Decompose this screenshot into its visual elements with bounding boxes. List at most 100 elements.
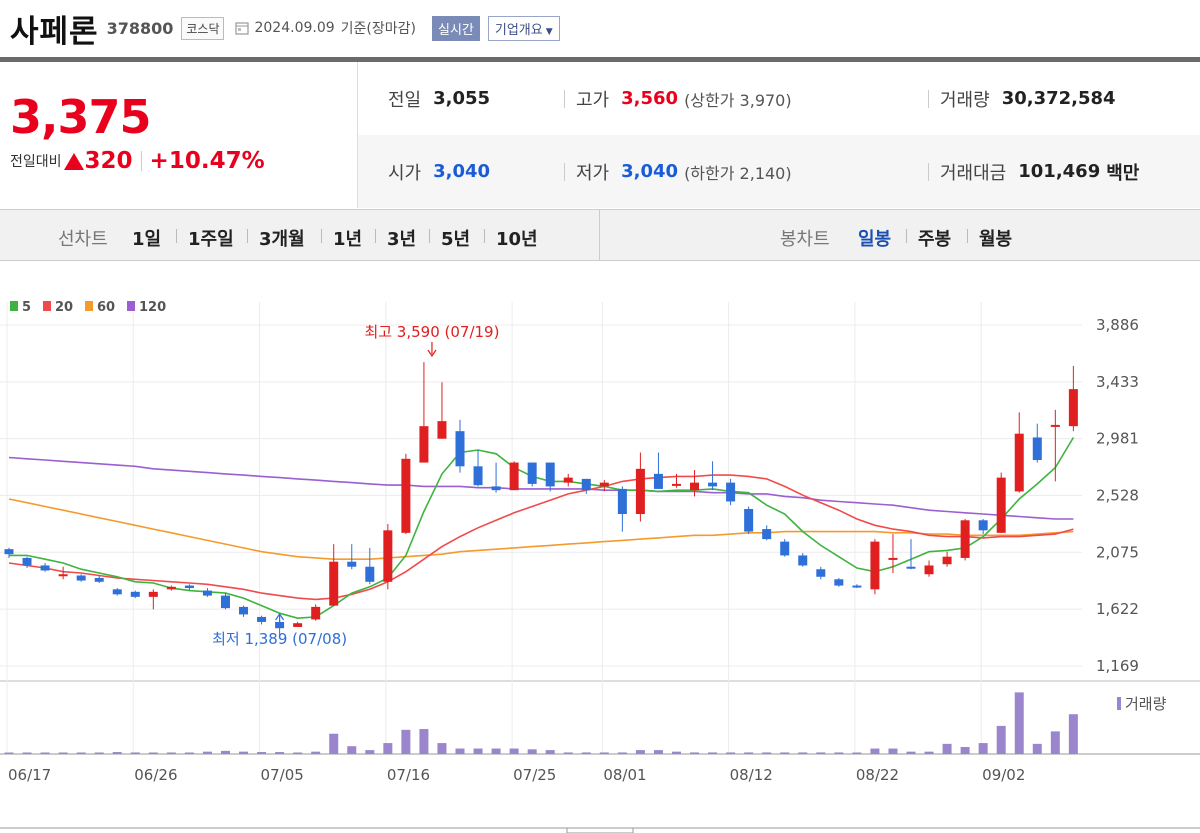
candle-body <box>58 574 68 577</box>
candle-body <box>942 556 952 565</box>
volume-bar <box>924 751 934 754</box>
open-price: 시가 3,040 <box>388 135 490 208</box>
volume-bar <box>4 752 14 754</box>
lower-limit: (하한가 2,140) <box>684 163 792 183</box>
volume-bar <box>383 743 393 754</box>
candle-body <box>112 589 122 595</box>
period-1w[interactable]: 1주일 <box>188 229 234 250</box>
legend-swatch <box>85 301 93 311</box>
candle-body <box>798 555 808 566</box>
volume-bar <box>112 752 122 754</box>
candle-body <box>653 473 663 489</box>
ma5-line <box>9 437 1075 620</box>
volume-bar <box>888 748 898 754</box>
trade-amount-label: 거래대금 <box>940 162 1007 184</box>
candle-body <box>257 616 267 622</box>
x-tick-label: 06/26 <box>134 766 177 784</box>
x-tick-label: 08/12 <box>730 766 773 784</box>
period-separator <box>429 229 430 243</box>
volume-bar <box>1014 692 1024 754</box>
period-1y[interactable]: 1년 <box>333 229 363 250</box>
basis-date: 2024.09.09 <box>254 20 335 36</box>
realtime-button[interactable]: 실시간 <box>431 15 480 41</box>
candle-body <box>1068 389 1078 427</box>
legend-swatch <box>127 301 135 311</box>
high-annotation: 최고 3,590 (07/19) <box>364 323 499 341</box>
volume-bar <box>257 752 267 754</box>
y-tick-label: 2,981 <box>1096 430 1139 448</box>
candle-body <box>581 478 591 491</box>
company-overview-dropdown[interactable]: 기업개요 ▼ <box>487 15 560 41</box>
prev-close: 전일 3,055 <box>388 62 490 135</box>
volume-bar <box>960 746 970 754</box>
volume-bar <box>978 743 988 754</box>
y-tick-label: 3,886 <box>1096 316 1139 334</box>
volume-bar <box>942 743 952 754</box>
price-summary: 3,375 전일대비 320 +10.47% <box>0 62 358 208</box>
volume-bar <box>329 733 339 754</box>
x-tick-label: 08/01 <box>603 766 646 784</box>
volume-bar <box>220 750 230 754</box>
period-10y[interactable]: 10년 <box>496 229 538 250</box>
stock-header: 사페론 378800 코스닥 2024.09.09 기준(장마감) 실시간 기업… <box>0 0 1200 56</box>
candle-daily[interactable]: 일봉 <box>858 229 892 250</box>
candle-body <box>419 426 429 463</box>
price-chart[interactable]: 3,886 3,433 2,981 2,528 2,075 1,622 1,169 06/17… <box>0 262 1200 833</box>
candle-body <box>888 557 898 560</box>
candle-body <box>1032 437 1042 461</box>
candle-body <box>76 575 86 581</box>
x-tick-label: 07/16 <box>387 766 430 784</box>
day-low: 저가 3,040 (하한가 2,140) <box>576 135 792 208</box>
ma20-line <box>8 474 1074 601</box>
candle-body <box>690 482 700 491</box>
period-5y[interactable]: 5년 <box>441 229 471 250</box>
volume-label: 거래량 <box>940 89 990 111</box>
volume-bar <box>311 751 321 754</box>
stats-row-1: 전일 3,055 고가 3,560 (상한가 3,970) 거래량 30,372… <box>358 62 1200 135</box>
candle-monthly[interactable]: 월봉 <box>979 229 1013 250</box>
legend-label: 5 <box>22 300 31 315</box>
volume-bar <box>239 751 249 754</box>
period-separator <box>176 229 177 243</box>
x-tick-label: 06/17 <box>8 766 51 784</box>
stats-separator <box>928 90 929 108</box>
volume-bar <box>202 751 212 754</box>
volume-bar <box>762 752 772 754</box>
period-3y[interactable]: 3년 <box>387 229 417 250</box>
candle-body <box>311 606 321 620</box>
volume-bar <box>599 752 609 754</box>
volume-legend-swatch <box>1117 697 1121 710</box>
volume-value: 30,372,584 <box>1001 88 1116 109</box>
candle-body <box>726 482 736 502</box>
candle-body <box>960 520 970 558</box>
candle-body <box>978 520 988 531</box>
period-separator <box>967 229 968 243</box>
candle-body <box>671 483 681 486</box>
volume-bar <box>130 752 140 754</box>
basis-label: 기준(장마감) <box>340 21 416 37</box>
candle-body <box>184 585 194 589</box>
candle-body <box>166 586 176 590</box>
open-price-value: 3,040 <box>433 161 491 182</box>
candle-body <box>148 591 158 597</box>
candle-body <box>365 566 375 582</box>
market-badge: 코스닥 <box>181 16 225 40</box>
volume-bar <box>527 749 537 754</box>
volume-bar <box>1032 743 1042 754</box>
volume-bar <box>744 752 754 754</box>
candle-body <box>870 541 880 590</box>
volume-bar <box>996 725 1006 754</box>
candle-weekly[interactable]: 주봉 <box>918 229 952 250</box>
volume-bar <box>581 752 591 754</box>
period-3m[interactable]: 3개월 <box>259 229 305 250</box>
candle-body <box>563 477 573 483</box>
x-tick-label: 08/22 <box>856 766 899 784</box>
candle-body <box>220 595 230 609</box>
period-1d[interactable]: 1일 <box>132 229 162 250</box>
stats-separator <box>564 90 565 108</box>
stock-name: 사페론 <box>10 13 99 50</box>
volume-bar <box>166 752 176 754</box>
volume-bar <box>545 750 555 754</box>
company-overview-label: 기업개요 <box>494 22 543 38</box>
candle-body <box>22 557 32 566</box>
